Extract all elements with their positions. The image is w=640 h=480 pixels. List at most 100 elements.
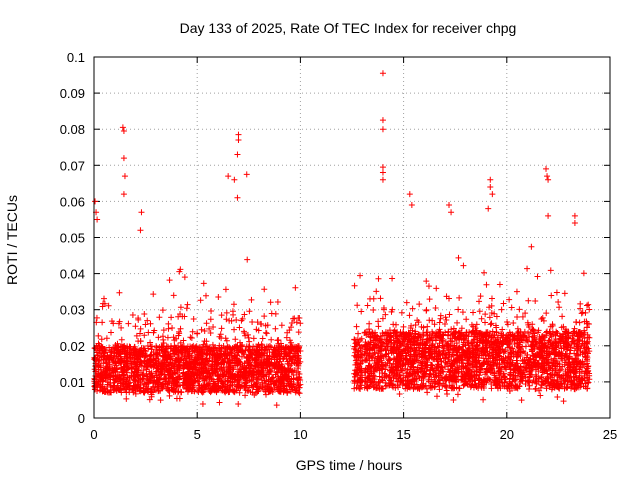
data-point xyxy=(415,319,422,326)
data-point xyxy=(482,371,489,378)
data-point xyxy=(284,376,291,383)
data-point xyxy=(144,363,151,370)
data-point xyxy=(487,321,494,328)
data-point xyxy=(274,351,281,358)
data-point xyxy=(153,343,160,350)
data-point xyxy=(207,347,214,354)
data-point xyxy=(463,329,470,336)
data-point xyxy=(382,372,389,379)
data-point xyxy=(188,388,195,395)
data-point xyxy=(513,357,520,364)
data-point xyxy=(138,209,145,216)
data-point xyxy=(188,382,195,389)
data-point xyxy=(483,281,490,288)
data-point xyxy=(99,319,106,326)
data-point xyxy=(375,350,382,357)
data-point xyxy=(160,376,167,383)
data-point xyxy=(224,351,231,358)
data-point xyxy=(120,372,127,379)
data-point xyxy=(362,341,369,348)
data-point xyxy=(206,371,213,378)
data-point xyxy=(411,353,418,360)
data-point xyxy=(455,254,462,261)
data-point xyxy=(581,329,588,336)
data-point xyxy=(245,334,252,341)
data-point xyxy=(222,347,229,354)
data-point xyxy=(521,357,528,364)
data-point xyxy=(114,346,121,353)
data-point xyxy=(479,336,486,343)
data-point xyxy=(418,377,425,384)
data-point xyxy=(117,385,124,392)
data-point xyxy=(251,391,258,398)
data-point xyxy=(262,329,269,336)
data-point xyxy=(500,372,507,379)
data-point xyxy=(411,372,418,379)
data-point xyxy=(577,305,584,312)
data-point xyxy=(579,309,586,316)
data-point xyxy=(486,367,493,374)
data-point xyxy=(355,355,362,362)
data-point xyxy=(211,358,218,365)
data-point xyxy=(415,384,422,391)
data-point xyxy=(511,337,518,344)
data-point xyxy=(476,298,483,305)
data-point xyxy=(130,345,137,352)
data-point xyxy=(245,387,252,394)
data-point xyxy=(234,151,241,158)
data-point xyxy=(375,318,382,325)
data-point xyxy=(472,331,479,338)
data-point xyxy=(448,209,455,216)
y-tick-label: 0.01 xyxy=(60,375,85,390)
data-point xyxy=(187,364,194,371)
data-point xyxy=(486,314,493,321)
data-point xyxy=(491,310,498,317)
data-point xyxy=(114,374,121,381)
data-point xyxy=(506,296,513,303)
x-tick-label: 15 xyxy=(396,427,410,442)
data-point xyxy=(148,389,155,396)
data-point xyxy=(436,319,443,326)
data-point xyxy=(223,363,230,370)
data-point xyxy=(243,364,250,371)
data-point xyxy=(115,378,122,385)
data-point xyxy=(242,392,249,399)
data-point xyxy=(461,381,468,388)
data-point xyxy=(91,366,98,373)
data-point xyxy=(557,366,564,373)
data-point xyxy=(436,386,443,393)
data-point xyxy=(234,362,241,369)
data-point xyxy=(537,364,544,371)
data-point xyxy=(410,385,417,392)
data-point xyxy=(399,367,406,374)
data-point xyxy=(196,382,203,389)
data-point xyxy=(370,372,377,379)
data-point xyxy=(216,365,223,372)
data-point xyxy=(574,347,581,354)
data-point xyxy=(221,372,228,379)
data-point xyxy=(565,369,572,376)
data-point xyxy=(538,346,545,353)
data-point xyxy=(527,371,534,378)
data-point xyxy=(405,329,412,336)
data-point xyxy=(256,368,263,375)
data-point xyxy=(583,360,590,367)
data-point xyxy=(197,373,204,380)
data-point xyxy=(120,367,127,373)
data-point xyxy=(144,317,151,324)
data-point xyxy=(574,337,581,344)
data-point xyxy=(189,344,196,351)
data-point xyxy=(120,372,127,379)
data-point xyxy=(175,332,182,339)
data-point xyxy=(465,357,472,364)
data-point xyxy=(137,330,144,337)
data-point xyxy=(242,332,249,339)
data-point xyxy=(585,363,592,370)
data-point xyxy=(559,357,566,364)
data-point xyxy=(514,383,521,390)
data-point xyxy=(171,361,178,368)
data-point xyxy=(561,290,568,297)
data-point xyxy=(236,389,243,396)
data-point xyxy=(435,363,442,370)
